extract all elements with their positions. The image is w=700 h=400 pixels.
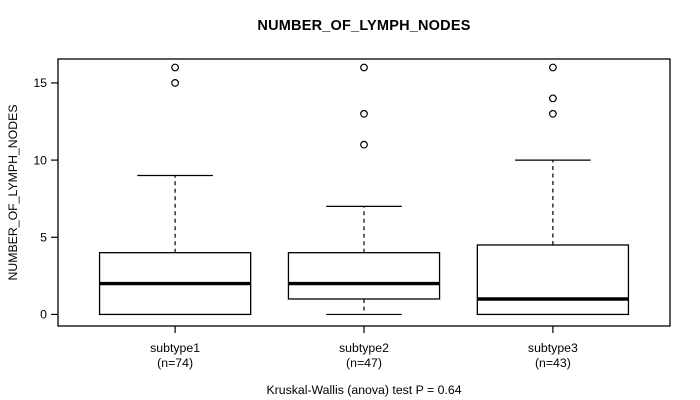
- y-tick-label: 0: [40, 308, 47, 322]
- group-label: subtype3: [528, 341, 578, 355]
- outlier-point: [548, 109, 557, 118]
- outlier-point: [548, 94, 557, 103]
- outlier-point: [548, 63, 557, 72]
- iqr-box: [476, 244, 630, 316]
- group-sublabel: (n=74): [157, 356, 193, 370]
- group-label: subtype2: [339, 341, 389, 355]
- box-group: subtype1(n=74): [98, 63, 252, 370]
- outlier-point: [171, 63, 180, 72]
- outlier-point: [360, 140, 368, 149]
- group-sublabel: (n=47): [346, 356, 382, 370]
- group-sublabel: (n=43): [535, 356, 571, 370]
- iqr-box: [287, 252, 441, 300]
- y-tick-label: 10: [33, 153, 47, 167]
- outlier-point: [171, 79, 180, 87]
- box-group: subtype2(n=47): [287, 63, 441, 370]
- box-group: subtype3(n=43): [476, 63, 630, 370]
- y-axis-label: NUMBER_OF_LYMPH_NODES: [6, 104, 20, 280]
- outlier-point: [360, 63, 368, 72]
- group-label: subtype1: [150, 341, 200, 355]
- y-tick-label: 15: [33, 76, 47, 90]
- y-tick-label: 5: [40, 231, 47, 245]
- stat-test-caption: Kruskal-Wallis (anova) test P = 0.64: [266, 383, 462, 397]
- chart-title: NUMBER_OF_LYMPH_NODES: [257, 18, 471, 34]
- outlier-point: [360, 109, 368, 118]
